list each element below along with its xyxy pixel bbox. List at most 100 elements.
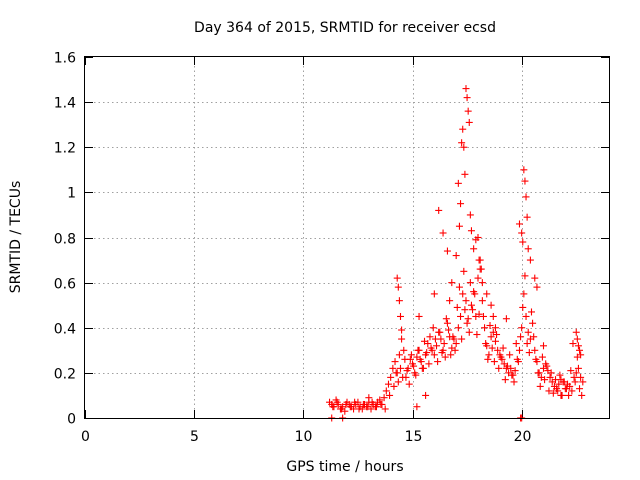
- data-point: [421, 337, 429, 345]
- data-point: [459, 125, 467, 133]
- data-point: [400, 346, 408, 354]
- data-point: [524, 245, 532, 253]
- data-point: [534, 369, 542, 377]
- data-point: [520, 166, 528, 174]
- data-point: [557, 391, 565, 399]
- data-point: [441, 353, 449, 361]
- data-point: [465, 328, 473, 336]
- data-point: [521, 177, 529, 185]
- data-point: [570, 373, 578, 381]
- data-point: [573, 335, 581, 343]
- y-tick-label: 1: [67, 186, 76, 202]
- data-point: [425, 360, 433, 368]
- data-point: [447, 351, 455, 359]
- data-point: [455, 222, 463, 230]
- data-point: [395, 297, 403, 305]
- data-point: [478, 297, 486, 305]
- data-point: [455, 283, 463, 291]
- data-point: [446, 297, 454, 305]
- data-point: [403, 367, 411, 375]
- data-point: [487, 333, 495, 341]
- data-point: [506, 351, 514, 359]
- data-point: [508, 371, 516, 379]
- x-tick-label: 0: [81, 429, 90, 445]
- data-point: [415, 312, 423, 320]
- data-point: [393, 274, 401, 282]
- data-point: [515, 220, 523, 228]
- data-point: [440, 340, 448, 348]
- data-point: [543, 362, 551, 370]
- y-tick-label: 0.8: [54, 232, 76, 248]
- y-axis-label: SRMTID / TECUs: [8, 181, 24, 294]
- data-point: [394, 378, 402, 386]
- data-point: [503, 362, 511, 370]
- data-point: [460, 143, 468, 151]
- data-point: [512, 340, 520, 348]
- data-point: [464, 315, 472, 323]
- data-point: [390, 382, 398, 390]
- data-point: [359, 400, 367, 408]
- data-point: [395, 351, 403, 359]
- data-point: [552, 376, 560, 384]
- data-point: [474, 274, 482, 282]
- data-point: [451, 346, 459, 354]
- data-point: [394, 283, 402, 291]
- grid-lines: [85, 57, 609, 418]
- data-point: [541, 376, 549, 384]
- data-point: [562, 385, 570, 393]
- data-point: [546, 373, 554, 381]
- data-point: [461, 170, 469, 178]
- data-point: [574, 364, 582, 372]
- data-point: [519, 238, 527, 246]
- data-point: [430, 351, 438, 359]
- data-point: [567, 367, 575, 375]
- data-point: [556, 371, 564, 379]
- data-point: [458, 139, 466, 147]
- data-point: [471, 290, 479, 298]
- data-point: [533, 283, 541, 291]
- data-point: [540, 342, 547, 350]
- data-point: [462, 85, 470, 93]
- data-point: [396, 312, 404, 320]
- y-tick-label: 0.4: [54, 322, 76, 338]
- data-point: [568, 387, 576, 395]
- data-point: [382, 387, 390, 395]
- data-point: [466, 279, 474, 287]
- data-point: [519, 303, 527, 311]
- data-point: [368, 398, 376, 406]
- data-point: [462, 297, 470, 305]
- data-point: [467, 227, 475, 235]
- data-point: [452, 252, 460, 260]
- data-point: [576, 385, 584, 393]
- data-point: [452, 340, 460, 348]
- data-markers: [326, 85, 587, 422]
- data-point: [439, 229, 447, 237]
- data-point: [517, 333, 525, 341]
- data-point: [494, 346, 502, 354]
- data-point: [565, 391, 573, 399]
- data-point: [405, 380, 413, 388]
- data-point: [523, 340, 531, 348]
- data-point: [365, 394, 373, 402]
- data-point: [495, 364, 503, 372]
- data-point: [525, 349, 533, 357]
- data-point: [521, 272, 529, 280]
- data-point: [459, 290, 467, 298]
- data-point: [518, 229, 526, 237]
- data-point: [467, 301, 475, 309]
- data-point: [401, 355, 409, 363]
- data-point: [346, 403, 354, 411]
- data-point: [478, 279, 486, 287]
- data-point: [515, 346, 523, 354]
- data-point: [532, 355, 540, 363]
- y-tick-label: 0.6: [54, 277, 76, 293]
- data-point: [545, 387, 553, 395]
- data-point: [387, 373, 395, 381]
- data-point: [434, 358, 442, 366]
- data-point: [529, 319, 537, 327]
- data-point: [465, 118, 473, 126]
- data-point: [443, 319, 451, 327]
- data-point: [479, 312, 487, 320]
- data-point: [407, 351, 415, 359]
